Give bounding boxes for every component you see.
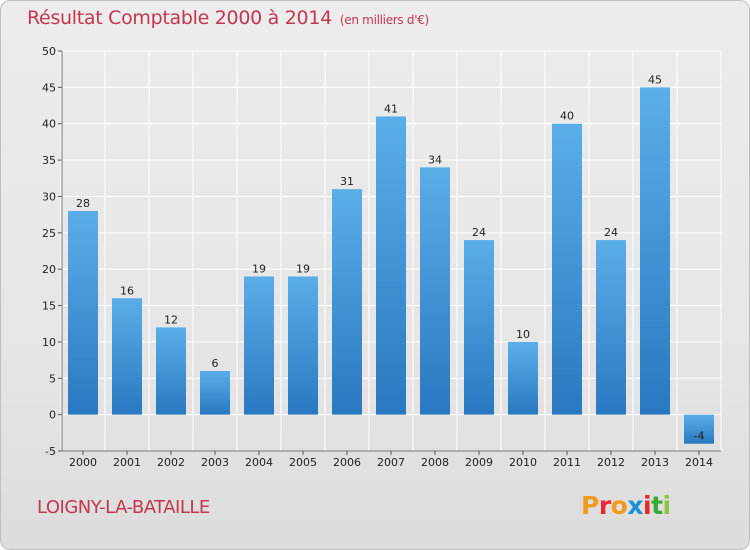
logo-letter: o	[610, 491, 628, 520]
y-tick-label: 20	[42, 263, 56, 276]
value-label-2004: 19	[252, 262, 266, 275]
bar-2002	[156, 327, 186, 415]
value-label-2003: 6	[212, 357, 219, 370]
bar-2006	[332, 189, 362, 415]
value-label-2000: 28	[76, 197, 90, 210]
proxiti-logo[interactable]: Proxiti	[581, 491, 671, 520]
x-tick-label: 2007	[377, 456, 405, 469]
value-label-2001: 16	[120, 284, 134, 297]
y-tick-label: 25	[42, 227, 56, 240]
axes	[58, 50, 721, 455]
bar-2011	[552, 123, 582, 415]
x-tick-label: 2004	[245, 456, 273, 469]
x-tick-label: 2014	[685, 456, 713, 469]
value-label-2009: 24	[472, 226, 486, 239]
value-label-2014: -4	[694, 430, 705, 443]
logo-letter: r	[598, 491, 611, 520]
bar-2003	[200, 371, 230, 415]
y-axis-ticks: -5 0 5 10 15 20 25 30 35 40 45 50	[42, 45, 56, 458]
x-tick-label: 2006	[333, 456, 361, 469]
logo-letter: i	[662, 491, 672, 520]
logo-letter: t	[651, 491, 663, 520]
value-label-2012: 24	[604, 226, 618, 239]
y-tick-label: -5	[45, 445, 56, 458]
bar-2001	[112, 298, 142, 415]
x-tick-label: 2001	[113, 456, 141, 469]
x-tick-label: 2010	[509, 456, 537, 469]
x-tick-label: 2005	[289, 456, 317, 469]
chart-subtitle: (en milliers d'€)	[339, 13, 429, 27]
value-labels: 28 16 12 6 19 19 31 41 34 24 10 40 24 45 -4	[76, 73, 704, 442]
value-label-2006: 31	[340, 175, 354, 188]
bar-2004	[244, 276, 274, 415]
bar-2010	[508, 341, 538, 415]
commune-name: LOIGNY-LA-BATAILLE	[37, 497, 210, 518]
chart-title-text: Résultat Comptable 2000 à 2014	[27, 7, 332, 29]
bar-2005	[288, 276, 318, 415]
value-label-2005: 19	[296, 262, 310, 275]
bar-2014	[684, 414, 714, 444]
x-tick-label: 2013	[641, 456, 669, 469]
value-label-2008: 34	[428, 153, 442, 166]
bar-2008	[420, 167, 450, 415]
value-label-2011: 40	[560, 110, 574, 123]
bar-2012	[596, 240, 626, 415]
logo-letter: i	[643, 491, 652, 520]
bar-2009	[464, 240, 494, 415]
value-label-2007: 41	[384, 102, 398, 115]
bar-2013	[640, 87, 670, 415]
logo-letter: x	[627, 491, 643, 520]
logo-letter: P	[581, 491, 599, 520]
y-tick-label: 50	[42, 45, 56, 58]
value-label-2010: 10	[516, 328, 530, 341]
y-tick-label: 10	[42, 336, 56, 349]
x-tick-label: 2002	[157, 456, 185, 469]
bar-2007	[376, 116, 406, 415]
y-tick-label: 35	[42, 154, 56, 167]
value-label-2002: 12	[164, 313, 178, 326]
x-axis-ticks: 2000 2001 2002 2003 2004 2005 2006 2007 2008 2009…	[69, 456, 713, 469]
y-tick-label: 40	[42, 118, 56, 131]
x-tick-label: 2011	[553, 456, 581, 469]
y-tick-label: 0	[49, 409, 56, 422]
x-tick-label: 2008	[421, 456, 449, 469]
y-tick-label: 30	[42, 190, 56, 203]
bar-2000	[68, 211, 98, 415]
x-tick-label: 2003	[201, 456, 229, 469]
x-tick-label: 2009	[465, 456, 493, 469]
x-tick-label: 2000	[69, 456, 97, 469]
value-label-2013: 45	[648, 73, 662, 86]
y-tick-label: 45	[42, 81, 56, 94]
bar-series	[68, 87, 714, 444]
y-tick-label: 15	[42, 300, 56, 313]
x-tick-label: 2012	[597, 456, 625, 469]
chart-title: Résultat Comptable 2000 à 2014 (en millie…	[27, 7, 429, 29]
y-tick-label: 5	[49, 372, 56, 385]
